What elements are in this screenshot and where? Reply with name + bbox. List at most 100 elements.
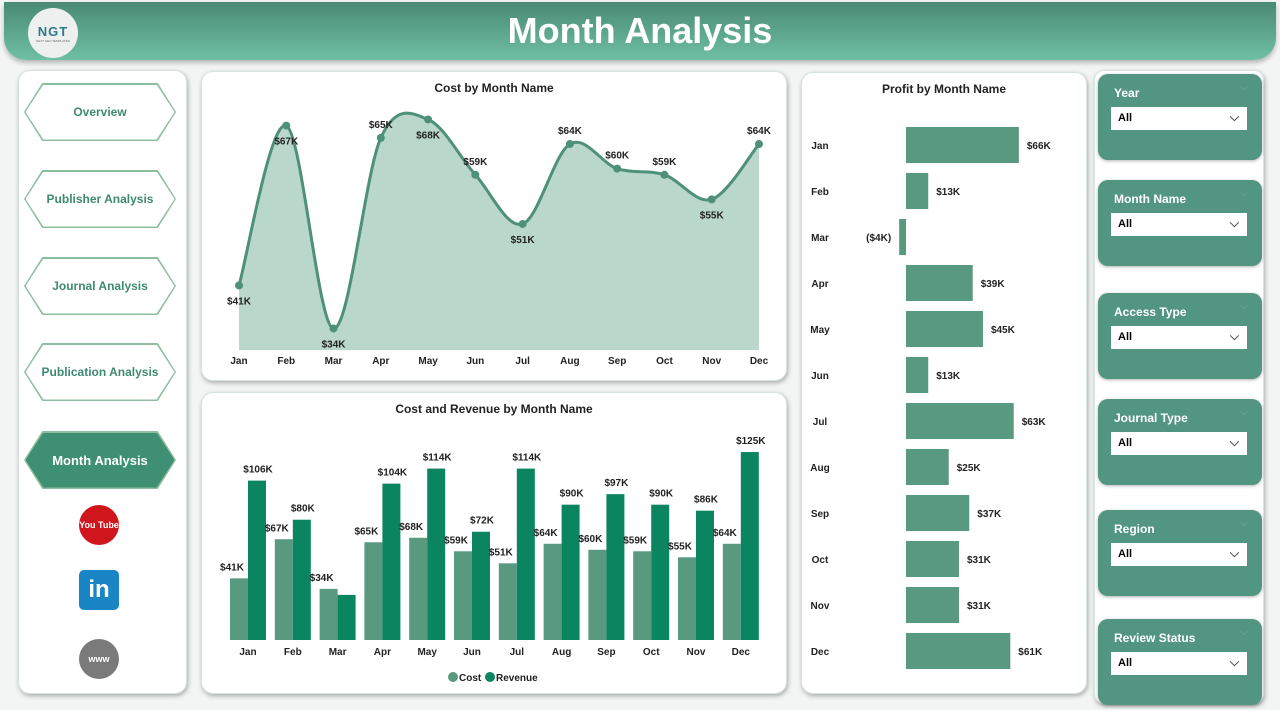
x-tick-label: Jan bbox=[230, 356, 247, 367]
chevron-down-icon: ⌵ bbox=[1229, 329, 1239, 343]
revenue-bar bbox=[606, 494, 625, 640]
chevron-down-icon: ⌵ bbox=[1229, 216, 1239, 230]
slicer-label: Journal Type bbox=[1114, 411, 1188, 425]
data-label: $65K bbox=[369, 120, 394, 131]
collapse-chevron-icon[interactable]: ⌵ bbox=[1240, 627, 1248, 638]
cost-bar bbox=[409, 537, 428, 640]
data-label: $59K bbox=[653, 157, 678, 168]
cost-bar bbox=[319, 588, 338, 640]
globe-icon[interactable]: www bbox=[79, 639, 119, 679]
collapse-chevron-icon[interactable]: ⌵ bbox=[1240, 407, 1248, 418]
cost-bar bbox=[678, 557, 696, 640]
y-tick-label: May bbox=[810, 325, 830, 336]
slicer-dropdown[interactable]: All ⌵ bbox=[1111, 543, 1247, 566]
profit-bar bbox=[906, 449, 949, 485]
revenue-bar bbox=[472, 531, 490, 640]
slicer-dropdown[interactable]: All ⌵ bbox=[1111, 213, 1247, 236]
data-label: $39K bbox=[981, 279, 1006, 290]
x-tick-label: Jan bbox=[239, 647, 256, 658]
collapse-chevron-icon[interactable]: ⌵ bbox=[1240, 301, 1248, 312]
data-label: $64K bbox=[558, 126, 583, 137]
chart-title: Cost by Month Name bbox=[434, 81, 554, 95]
profit-bar bbox=[906, 127, 1019, 163]
data-label: $97K bbox=[604, 478, 629, 489]
data-label: ($4K) bbox=[866, 233, 891, 244]
nav-journal-analysis[interactable]: Journal Analysis bbox=[24, 257, 176, 315]
logo: NGT NEXT GEN TEMPLATES bbox=[28, 8, 78, 58]
y-tick-label: Mar bbox=[811, 233, 829, 244]
nav-label: Publisher Analysis bbox=[25, 171, 175, 227]
dropdown-value: All bbox=[1118, 657, 1133, 669]
cost-bar bbox=[633, 551, 652, 640]
data-label: $68K bbox=[416, 130, 441, 141]
data-point bbox=[329, 324, 338, 333]
revenue-bar bbox=[696, 510, 714, 640]
cost-bar bbox=[274, 539, 293, 640]
nav-month-analysis[interactable]: Month Analysis bbox=[24, 431, 176, 489]
slicer-dropdown[interactable]: All ⌵ bbox=[1111, 326, 1247, 349]
y-tick-label: Nov bbox=[811, 601, 830, 612]
data-label: $65K bbox=[354, 526, 379, 537]
x-tick-label: Jul bbox=[510, 647, 525, 658]
youtube-icon[interactable]: You Tube bbox=[79, 505, 119, 545]
cost-bar bbox=[498, 563, 517, 640]
revenue-bar bbox=[561, 504, 580, 640]
profit-bar bbox=[906, 265, 973, 301]
data-label: $67K bbox=[274, 137, 299, 148]
cost-by-month-chart: Cost by Month Name $41K Jan $67K Feb $34K Mar… bbox=[201, 71, 787, 381]
slicer-dropdown[interactable]: All ⌵ bbox=[1111, 652, 1247, 675]
slicer-label: Review Status bbox=[1114, 631, 1196, 645]
profit-bar bbox=[899, 219, 906, 255]
data-label: $60K bbox=[578, 534, 603, 545]
revenue-bar bbox=[292, 519, 311, 640]
cost-bar bbox=[588, 549, 607, 640]
linkedin-icon[interactable]: in bbox=[79, 570, 119, 610]
data-point bbox=[282, 121, 291, 130]
data-label: $41K bbox=[220, 562, 245, 573]
nav-publisher-analysis[interactable]: Publisher Analysis bbox=[24, 170, 176, 228]
data-label: $63K bbox=[1022, 417, 1047, 428]
data-label: $90K bbox=[560, 489, 585, 500]
chart-title: Profit by Month Name bbox=[881, 82, 1006, 96]
profit-bar bbox=[906, 357, 929, 393]
data-label: $34K bbox=[322, 339, 347, 350]
profit-bar-chart: $66K Jan $13K Feb ($4K) Mar $39K Apr $45K May $13K… bbox=[810, 127, 1052, 669]
data-point bbox=[613, 164, 622, 173]
dropdown-value: All bbox=[1118, 112, 1133, 124]
data-label: $114K bbox=[512, 453, 542, 464]
slicer-year: Year ⌵ All ⌵ bbox=[1098, 74, 1262, 160]
data-label: $64K bbox=[534, 528, 559, 539]
data-label: $59K bbox=[444, 535, 469, 546]
profit-bar bbox=[906, 541, 960, 577]
nav-overview[interactable]: Overview bbox=[24, 83, 176, 141]
legend-revenue-label: Revenue bbox=[496, 673, 538, 684]
x-tick-label: Sep bbox=[608, 356, 626, 367]
data-label: $37K bbox=[977, 509, 1002, 520]
collapse-chevron-icon[interactable]: ⌵ bbox=[1240, 518, 1248, 529]
x-tick-label: Feb bbox=[277, 356, 295, 367]
data-label: $59K bbox=[463, 157, 488, 168]
x-tick-label: Apr bbox=[372, 356, 389, 367]
y-tick-label: Dec bbox=[811, 647, 830, 658]
revenue-bar bbox=[651, 504, 670, 640]
data-label: $55K bbox=[700, 210, 725, 221]
x-tick-label: May bbox=[417, 647, 437, 658]
collapse-chevron-icon[interactable]: ⌵ bbox=[1240, 188, 1248, 199]
dropdown-value: All bbox=[1118, 437, 1133, 449]
y-tick-label: Feb bbox=[811, 187, 829, 198]
slicer-dropdown[interactable]: All ⌵ bbox=[1111, 107, 1247, 130]
data-label: $45K bbox=[991, 325, 1016, 336]
x-tick-label: Nov bbox=[687, 647, 706, 658]
x-tick-label: Jun bbox=[463, 647, 481, 658]
slicer-review-status: Review Status ⌵ All ⌵ bbox=[1098, 619, 1262, 705]
nav-label: Overview bbox=[25, 84, 175, 140]
slicer-dropdown[interactable]: All ⌵ bbox=[1111, 432, 1247, 455]
data-point bbox=[660, 170, 669, 179]
data-label: $51K bbox=[489, 547, 514, 558]
y-tick-label: Apr bbox=[811, 279, 828, 290]
nav-publication-analysis[interactable]: Publication Analysis bbox=[24, 343, 176, 401]
x-tick-label: Sep bbox=[597, 647, 615, 658]
collapse-chevron-icon[interactable]: ⌵ bbox=[1240, 82, 1248, 93]
slicer-label: Access Type bbox=[1114, 305, 1187, 319]
data-label: $13K bbox=[936, 187, 961, 198]
